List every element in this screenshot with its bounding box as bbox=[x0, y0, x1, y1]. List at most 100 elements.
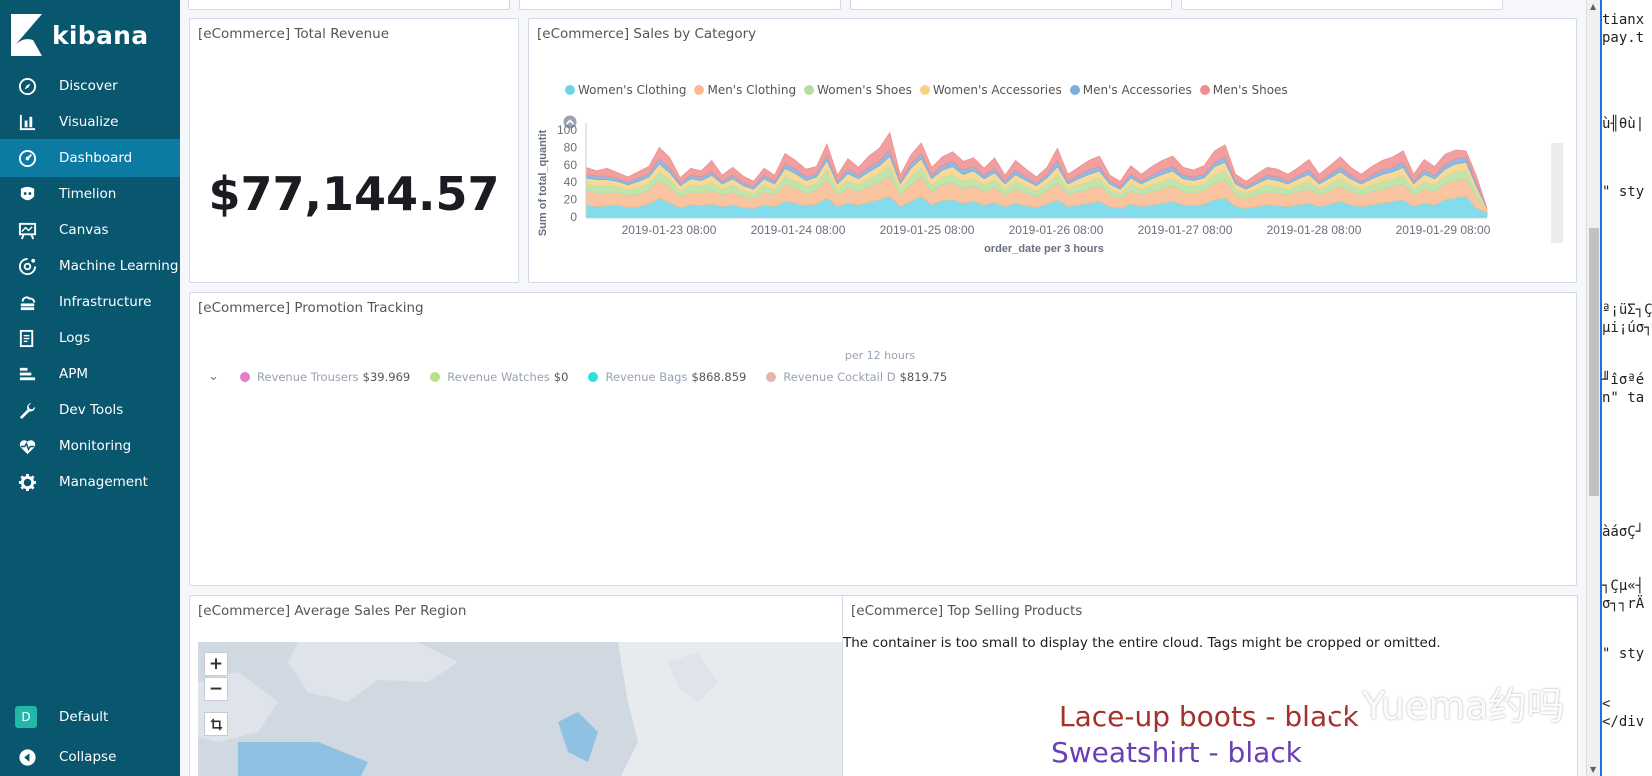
area-chart: 0 20 40 60 80 100 2019-01-23 08:00 2019-01-24 0… bbox=[537, 115, 1563, 255]
legend-swatch bbox=[565, 85, 575, 95]
sidebar-item-label: Infrastructure bbox=[59, 294, 152, 310]
bar-chart-icon bbox=[17, 112, 37, 132]
gear-icon bbox=[17, 472, 37, 492]
legend-item[interactable]: Women's Accessories bbox=[919, 83, 1062, 97]
y-tick-label: 40 bbox=[564, 175, 578, 189]
legend-item[interactable]: Men's Shoes bbox=[1199, 83, 1288, 97]
cloud-tag[interactable]: Sweatshirt - black bbox=[1051, 736, 1302, 769]
collapse-button[interactable]: Collapse bbox=[0, 738, 180, 776]
legend-item[interactable]: Men's Clothing bbox=[694, 83, 796, 97]
collapse-arrow-icon bbox=[17, 747, 37, 767]
legend-label: Men's Accessories bbox=[1082, 83, 1192, 97]
zoom-out-button[interactable]: − bbox=[204, 677, 228, 701]
panel-title: [eCommerce] Promotion Tracking bbox=[198, 300, 424, 316]
promo-legend-value: $819.75 bbox=[899, 369, 948, 384]
sidebar-item-dashboard[interactable]: Dashboard bbox=[0, 139, 180, 177]
promo-legend-item[interactable]: Revenue Watches $0 bbox=[430, 370, 568, 384]
logs-icon bbox=[17, 328, 37, 348]
watermark: Yuema约吗 bbox=[1310, 675, 1565, 730]
code-line: < bbox=[1602, 696, 1611, 712]
sidebar-item-machine-learning[interactable]: Machine Learning bbox=[0, 247, 180, 285]
x-tick-label: 2019-01-24 08:00 bbox=[751, 223, 846, 237]
panel-top-selling-products[interactable]: [eCommerce] Top Selling Products The con… bbox=[842, 595, 1578, 776]
sidebar-item-canvas[interactable]: Canvas bbox=[0, 211, 180, 249]
legend-label: Women's Shoes bbox=[817, 83, 912, 97]
sidebar-item-label: Monitoring bbox=[59, 438, 132, 454]
space-avatar: D bbox=[15, 706, 37, 728]
legend-label: Men's Shoes bbox=[1212, 83, 1288, 97]
sidebar-item-apm[interactable]: APM bbox=[0, 355, 180, 393]
zoom-in-button[interactable]: + bbox=[204, 652, 228, 676]
kibana-logo[interactable]: kibana bbox=[11, 14, 148, 56]
promo-legend-value: $39.969 bbox=[362, 369, 411, 384]
chart-legend: Women's Clothing Men's Clothing Women's Sh… bbox=[565, 83, 1296, 97]
scroll-up-arrow-icon[interactable]: ▲ bbox=[1590, 2, 1597, 11]
code-line: σ┐┐rÄ bbox=[1602, 596, 1645, 612]
sidebar-item-visualize[interactable]: Visualize bbox=[0, 103, 180, 141]
sidebar-item-monitoring[interactable]: Monitoring bbox=[0, 427, 180, 465]
sidebar-item-timelion[interactable]: Timelion bbox=[0, 175, 180, 213]
legend-toggle-button[interactable] bbox=[563, 115, 577, 129]
area-series[interactable] bbox=[585, 131, 1488, 209]
code-line: àáσÇ┘ bbox=[1602, 524, 1645, 540]
y-tick-label: 20 bbox=[564, 193, 578, 207]
legend-swatch bbox=[430, 371, 441, 382]
promo-legend-item[interactable]: Revenue Cocktail D $819.75 bbox=[766, 370, 947, 384]
space-selector[interactable]: D Default bbox=[0, 698, 180, 736]
collapse-label: Collapse bbox=[59, 749, 117, 765]
sidebar-item-label: Timelion bbox=[59, 186, 117, 202]
scroll-thumb[interactable] bbox=[1589, 228, 1599, 496]
sidebar-item-label: Logs bbox=[59, 330, 91, 346]
panel-stub bbox=[188, 0, 510, 10]
scroll-down-arrow-icon[interactable]: ▼ bbox=[1590, 765, 1597, 774]
chevron-down-icon[interactable]: ⌄ bbox=[208, 369, 219, 384]
x-tick-label: 2019-01-29 08:00 bbox=[1396, 223, 1491, 237]
region-map[interactable]: + − bbox=[198, 642, 842, 776]
sidebar-item-management[interactable]: Management bbox=[0, 463, 180, 501]
code-line: µi¡úσ┐ bbox=[1602, 320, 1652, 336]
promo-legend-value: $0 bbox=[553, 369, 569, 384]
sidebar-item-infrastructure[interactable]: Infrastructure bbox=[0, 283, 180, 321]
promo-legend-name: Revenue Cocktail D bbox=[783, 369, 896, 384]
legend-item[interactable]: Women's Shoes bbox=[804, 83, 912, 97]
legend-swatch bbox=[694, 85, 705, 95]
panel-total-revenue[interactable]: [eCommerce] Total Revenue $77,144.57 bbox=[189, 18, 519, 283]
chart-sublabel: per 12 hours bbox=[844, 349, 916, 362]
sidebar-item-label: Machine Learning bbox=[59, 258, 179, 274]
dashboard-canvas: [eCommerce] Total Revenue $77,144.57 [eC… bbox=[180, 0, 1586, 776]
panel-sales-by-category[interactable]: [eCommerce] Sales by Category Women's Cl… bbox=[528, 18, 1577, 283]
sidebar-item-discover[interactable]: Discover bbox=[0, 67, 180, 105]
promo-legend-value: $868.859 bbox=[691, 369, 747, 384]
sidebar-item-logs[interactable]: Logs bbox=[0, 319, 180, 357]
page-scrollbar[interactable]: ▲ ▼ bbox=[1586, 0, 1600, 776]
chart-axes: 0 20 40 60 80 100 2019-01-23 08:00 2019-01-24 0… bbox=[537, 123, 1491, 255]
legend-item[interactable]: Women's Clothing bbox=[565, 83, 686, 97]
x-tick-label: 2019-01-26 08:00 bbox=[1009, 223, 1104, 237]
kibana-logo-icon bbox=[11, 14, 42, 56]
code-line: ╜îσªé bbox=[1602, 372, 1645, 388]
sidebar-item-dev-tools[interactable]: Dev Tools bbox=[0, 391, 180, 429]
code-line: ª¡üΣ┐Ç bbox=[1602, 302, 1652, 318]
x-tick-label: 2019-01-23 08:00 bbox=[622, 223, 717, 237]
panel-promotion-tracking[interactable]: [eCommerce] Promotion Tracking per 12 ho… bbox=[189, 292, 1577, 586]
cloud-warning: The container is too small to display th… bbox=[843, 635, 1441, 651]
y-tick-label: 100 bbox=[557, 123, 577, 137]
legend-label: Women's Clothing bbox=[578, 83, 687, 97]
legend-swatch bbox=[1069, 85, 1080, 95]
legend-item[interactable]: Men's Accessories bbox=[1069, 83, 1192, 97]
crop-tool-button[interactable] bbox=[204, 712, 228, 736]
promo-legend-item[interactable]: Revenue Trousers $39.969 bbox=[240, 370, 410, 384]
timelion-icon bbox=[17, 184, 37, 204]
promo-legend-item[interactable]: Revenue Bags $868.859 bbox=[588, 370, 746, 384]
panel-stub bbox=[850, 0, 1172, 10]
dashboard-icon bbox=[17, 148, 37, 168]
machine-learning-icon bbox=[17, 256, 37, 276]
code-editor-pane[interactable]: tianx pay.t ù╢θù| " sty ª¡üΣ┐Ç µi¡úσ┐ ╜îσªé n" … bbox=[1600, 0, 1652, 776]
legend-swatch bbox=[1199, 85, 1210, 95]
sidebar-item-label: Canvas bbox=[59, 222, 109, 238]
code-line: n" ta bbox=[1602, 390, 1645, 406]
cloud-tag[interactable]: Lace-up boots - black bbox=[1059, 700, 1359, 733]
x-axis-title: order_date per 3 hours bbox=[984, 243, 1104, 255]
panel-average-sales-region[interactable]: [eCommerce] Average Sales Per Region + − bbox=[189, 595, 860, 776]
x-tick-label: 2019-01-28 08:00 bbox=[1267, 223, 1362, 237]
